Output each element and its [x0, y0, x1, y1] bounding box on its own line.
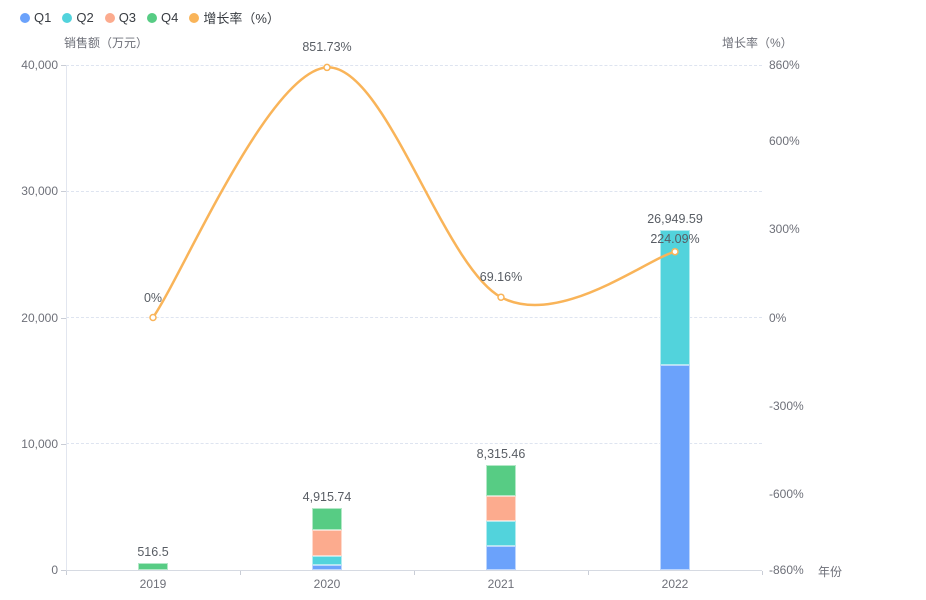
bar-segment-q1-2022 — [660, 364, 690, 570]
left-axis-tick-label: 20,000 — [21, 310, 58, 325]
right-axis-tick-label: 0% — [769, 310, 787, 325]
x-axis-tick — [414, 571, 415, 575]
bar-total-label: 8,315.46 — [476, 447, 526, 462]
x-axis-tick — [762, 571, 763, 575]
bar-segment-q2-2021 — [486, 521, 516, 546]
bar-total-label: 4,915.74 — [302, 489, 352, 504]
y-axis-tick — [61, 317, 66, 319]
growth-rate-line — [151, 66, 676, 319]
left-axis-tick-label: 10,000 — [21, 436, 58, 451]
bar-total-label: 516.5 — [137, 545, 169, 560]
bar-segment-q4-2021 — [486, 465, 516, 497]
right-axis-tick-label: 300% — [769, 222, 800, 237]
grid-line — [66, 190, 762, 192]
legend-dot-icon — [104, 12, 115, 23]
legend-label: Q4 — [161, 10, 179, 25]
grid-line — [66, 317, 762, 318]
left-axis-tick-label: 0 — [51, 563, 58, 577]
y-axis-tick — [61, 570, 66, 571]
bar-segment-q2-2022 — [660, 229, 690, 365]
x-axis-tick — [588, 571, 589, 575]
x-axis-tick — [66, 571, 67, 575]
bar-segment-q3-2020 — [312, 530, 342, 557]
x-axis-label: 2021 — [487, 577, 515, 591]
legend: Q1 Q2 Q3 Q4 增长率（%） — [20, 8, 280, 27]
legend-dot-icon — [147, 12, 158, 23]
x-axis-label: 2019 — [139, 577, 167, 591]
legend-dot-icon — [189, 12, 200, 23]
left-axis-tick-label: 40,000 — [21, 58, 58, 72]
x-axis-title: 年份 — [818, 565, 843, 579]
line-value-label: 851.73% — [302, 40, 352, 55]
legend-item-q3[interactable]: Q3 — [104, 10, 137, 25]
bar-segment-q3-2021 — [486, 496, 516, 521]
right-axis-tick-label: 600% — [769, 134, 800, 149]
legend-item-q1[interactable]: Q1 — [20, 10, 51, 25]
legend-label: Q3 — [118, 10, 137, 25]
bar-segment-q4-2020 — [312, 507, 342, 531]
legend-dot-icon — [62, 12, 73, 23]
grid-line — [66, 64, 762, 66]
legend-label: Q1 — [34, 10, 52, 25]
bar-segment-q2-2020 — [312, 556, 342, 566]
line-point-2021 — [497, 293, 505, 301]
left-axis-tick-label: 30,000 — [21, 184, 58, 199]
grid-line — [66, 443, 762, 445]
legend-label: Q2 — [76, 10, 94, 25]
line-value-label: 69.16% — [479, 270, 523, 285]
x-axis-label: 2022 — [661, 577, 689, 591]
right-axis-tick-label: -300% — [769, 398, 804, 413]
bar-total-label: 26,949.59 — [647, 211, 703, 226]
y-axis-tick — [61, 65, 66, 66]
bar-segment-q1-2020 — [312, 565, 342, 570]
legend-label: 增长率（%） — [203, 11, 280, 26]
y-axis-tick — [61, 443, 66, 445]
right-axis-tick-label: -860% — [769, 563, 804, 577]
bar-segment-q4-2019 — [138, 563, 168, 570]
left-axis-title: 销售额（万元） — [64, 36, 149, 50]
left-y-axis-line — [66, 65, 67, 570]
right-axis-tick-label: 860% — [769, 58, 800, 72]
x-axis-tick — [240, 571, 241, 575]
right-axis-tick-label: -600% — [769, 486, 804, 501]
legend-item-q4[interactable]: Q4 — [147, 10, 178, 25]
bar-segment-q1-2021 — [486, 546, 516, 570]
line-value-label: 0% — [143, 290, 163, 305]
legend-item-growth-rate[interactable]: 增长率（%） — [189, 8, 280, 27]
x-axis-line — [66, 570, 762, 571]
line-value-label: 224.09% — [650, 231, 700, 246]
right-axis-title: 增长率（%） — [722, 36, 793, 50]
x-axis-label: 2020 — [313, 577, 341, 591]
legend-item-q2[interactable]: Q2 — [62, 10, 94, 25]
y-axis-tick — [61, 191, 66, 193]
legend-dot-icon — [20, 12, 30, 23]
